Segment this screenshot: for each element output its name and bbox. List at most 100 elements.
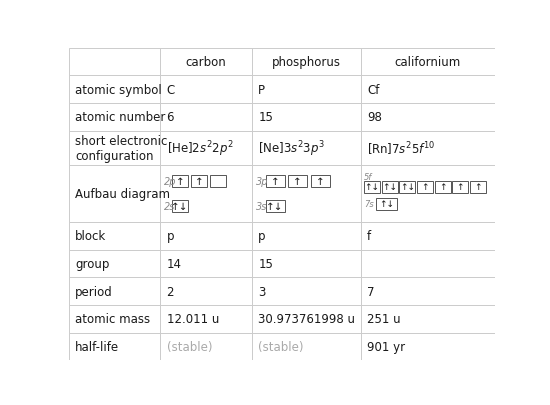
- Bar: [252, 305, 361, 333]
- Bar: [252, 250, 361, 278]
- Text: 2s: 2s: [164, 202, 175, 212]
- Text: C: C: [167, 83, 175, 96]
- Text: ↑: ↑: [175, 177, 184, 187]
- Bar: [252, 76, 361, 104]
- Bar: [399, 182, 415, 193]
- Text: 3p: 3p: [256, 177, 269, 187]
- Bar: [172, 200, 188, 213]
- Text: 7s: 7s: [364, 200, 374, 209]
- Bar: [161, 305, 252, 333]
- Bar: [161, 104, 252, 131]
- Text: atomic mass: atomic mass: [75, 313, 150, 326]
- Text: short electronic
configuration: short electronic configuration: [75, 134, 167, 162]
- Text: 901 yr: 901 yr: [367, 340, 405, 353]
- Text: ↑: ↑: [271, 177, 279, 187]
- Bar: [191, 175, 207, 188]
- Bar: [252, 333, 361, 360]
- Bar: [311, 175, 329, 188]
- Bar: [361, 131, 495, 166]
- Bar: [434, 182, 450, 193]
- Text: ↑: ↑: [293, 177, 302, 187]
- Text: 6: 6: [167, 111, 174, 124]
- Text: ↑↓: ↑↓: [400, 183, 415, 192]
- Bar: [361, 49, 495, 76]
- Text: 2p: 2p: [164, 177, 177, 187]
- Text: 2: 2: [167, 285, 174, 298]
- Text: 14: 14: [167, 258, 182, 271]
- Text: phosphorus: phosphorus: [272, 56, 341, 69]
- Bar: [364, 182, 380, 193]
- Text: 5f: 5f: [364, 173, 372, 181]
- Bar: [69, 131, 161, 166]
- Bar: [69, 49, 161, 76]
- Bar: [69, 333, 161, 360]
- Text: half-life: half-life: [75, 340, 119, 353]
- Text: ↑: ↑: [194, 177, 203, 187]
- Text: carbon: carbon: [186, 56, 227, 69]
- Text: ↑: ↑: [456, 183, 464, 192]
- Bar: [69, 305, 161, 333]
- Text: block: block: [75, 230, 106, 243]
- Bar: [361, 76, 495, 104]
- Bar: [361, 250, 495, 278]
- Text: (stable): (stable): [167, 340, 212, 353]
- Bar: [361, 223, 495, 250]
- Text: 15: 15: [258, 258, 273, 271]
- Text: atomic number: atomic number: [75, 111, 166, 124]
- Text: 3s: 3s: [256, 202, 268, 212]
- Text: Cf: Cf: [367, 83, 380, 96]
- Text: ↑↓: ↑↓: [365, 183, 380, 192]
- Bar: [69, 278, 161, 305]
- Text: californium: californium: [395, 56, 461, 69]
- Bar: [361, 278, 495, 305]
- Bar: [161, 223, 252, 250]
- Bar: [69, 250, 161, 278]
- Text: ↑↓: ↑↓: [266, 202, 284, 212]
- Bar: [417, 182, 433, 193]
- Text: group: group: [75, 258, 109, 271]
- Text: 98: 98: [367, 111, 382, 124]
- Text: (stable): (stable): [258, 340, 304, 353]
- Bar: [361, 166, 495, 223]
- Bar: [69, 76, 161, 104]
- Text: p: p: [167, 230, 174, 243]
- Bar: [172, 175, 188, 188]
- Bar: [266, 200, 285, 213]
- Text: [Ne]3$s^2$3$p^3$: [Ne]3$s^2$3$p^3$: [258, 139, 325, 158]
- Bar: [361, 305, 495, 333]
- Bar: [252, 223, 361, 250]
- Text: ↑↓: ↑↓: [379, 200, 394, 209]
- Bar: [252, 131, 361, 166]
- Text: 251 u: 251 u: [367, 313, 400, 326]
- Bar: [161, 76, 252, 104]
- Text: ↑↓: ↑↓: [171, 202, 189, 212]
- Text: ↑: ↑: [474, 183, 481, 192]
- Bar: [252, 278, 361, 305]
- Text: period: period: [75, 285, 113, 298]
- Bar: [452, 182, 468, 193]
- Text: 30.973761998 u: 30.973761998 u: [258, 313, 355, 326]
- Bar: [376, 199, 397, 210]
- Text: ↑: ↑: [439, 183, 446, 192]
- Text: atomic symbol: atomic symbol: [75, 83, 162, 96]
- Bar: [252, 166, 361, 223]
- Bar: [161, 333, 252, 360]
- Bar: [382, 182, 398, 193]
- Text: P: P: [258, 83, 265, 96]
- Text: p: p: [258, 230, 266, 243]
- Text: Aufbau diagram: Aufbau diagram: [75, 188, 170, 200]
- Bar: [161, 49, 252, 76]
- Text: ↑↓: ↑↓: [382, 183, 397, 192]
- Bar: [252, 49, 361, 76]
- Bar: [161, 278, 252, 305]
- Bar: [470, 182, 486, 193]
- Text: 12.011 u: 12.011 u: [167, 313, 219, 326]
- Text: 7: 7: [367, 285, 375, 298]
- Bar: [266, 175, 285, 188]
- Text: [Rn]7$s^2$5$f^{10}$: [Rn]7$s^2$5$f^{10}$: [367, 140, 436, 157]
- Bar: [210, 175, 226, 188]
- Bar: [288, 175, 307, 188]
- Bar: [161, 250, 252, 278]
- Text: [He]2$s^2$2$p^2$: [He]2$s^2$2$p^2$: [167, 139, 233, 158]
- Text: 3: 3: [258, 285, 266, 298]
